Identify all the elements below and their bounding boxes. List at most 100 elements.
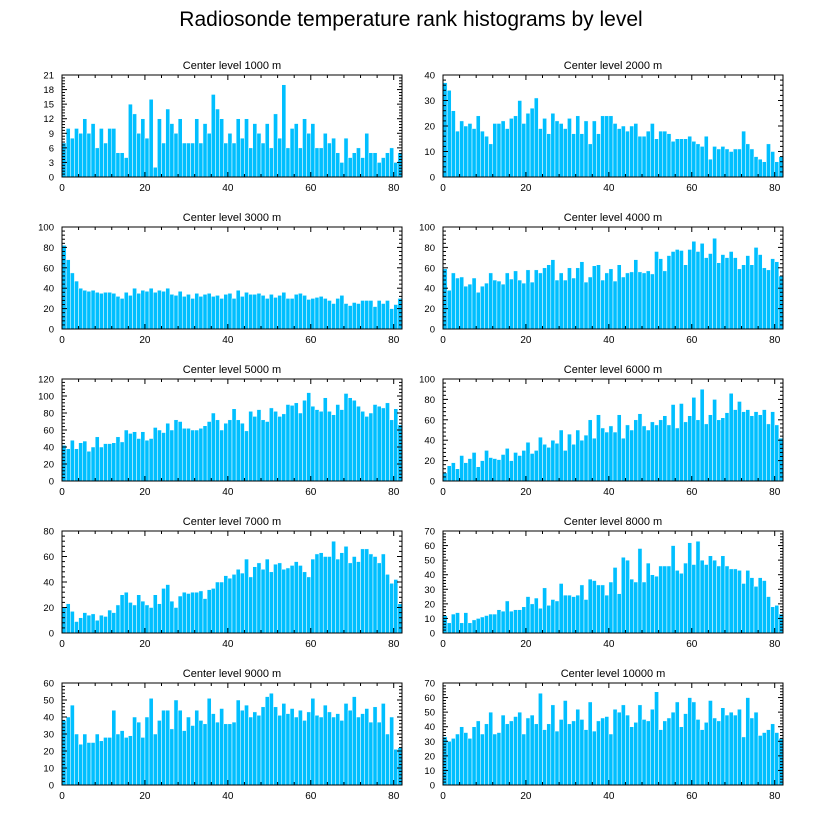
histogram-bar	[463, 732, 469, 786]
histogram-bar	[99, 446, 104, 482]
histogram-bar	[327, 711, 332, 786]
histogram-bar	[679, 403, 684, 482]
histogram-bar	[376, 300, 382, 330]
histogram-bar	[616, 414, 622, 482]
histogram-bar	[215, 721, 220, 786]
histogram-bar	[90, 446, 96, 482]
histogram-bar	[741, 264, 746, 330]
histogram-bar	[774, 424, 780, 482]
histogram-bar	[774, 605, 780, 634]
histogram-bar	[372, 152, 378, 178]
histogram-bar	[123, 591, 129, 634]
histogram-bar	[575, 594, 581, 634]
histogram-bar	[327, 411, 332, 482]
histogram-bar	[621, 125, 626, 178]
histogram-bar	[107, 128, 113, 178]
histogram-bar	[248, 147, 253, 178]
plot-frame	[442, 226, 784, 330]
histogram-bar	[716, 148, 722, 178]
histogram-bar	[770, 411, 775, 482]
histogram-bar	[608, 733, 614, 786]
histogram-bar	[335, 558, 341, 634]
x-tick-label: 80	[769, 639, 781, 650]
histogram-bar	[223, 142, 229, 178]
histogram-bar	[74, 733, 79, 786]
histogram-bar	[223, 422, 229, 482]
histogram-bar	[604, 272, 610, 330]
histogram-bar	[381, 303, 386, 330]
histogram-panel: Center level 2000 m 0 20 40 60 80 0 10 20 30 40	[424, 60, 784, 194]
histogram-bar	[459, 455, 464, 482]
histogram-bar	[757, 577, 763, 634]
histogram-bar	[235, 289, 241, 330]
histogram-bar	[504, 448, 510, 482]
histogram-bar	[215, 419, 220, 482]
histogram-bar	[198, 296, 204, 330]
histogram-bar	[248, 716, 253, 786]
y-tick-label: 50	[424, 708, 435, 719]
histogram-bar	[475, 618, 481, 634]
histogram-bar	[123, 429, 129, 482]
x-tick-label: 40	[222, 335, 234, 346]
histogram-bar	[670, 711, 676, 786]
panel-title: Center level 7000 m	[183, 516, 281, 528]
histogram-bar	[762, 409, 767, 482]
histogram-bar	[592, 437, 597, 482]
histogram-bar	[749, 717, 755, 786]
histogram-bar	[231, 721, 237, 786]
histogram-bar	[621, 556, 626, 634]
histogram-bar	[621, 437, 626, 482]
histogram-bar	[269, 692, 274, 786]
histogram-bar	[674, 138, 680, 178]
histogram-bar	[550, 259, 556, 330]
histogram-bar	[451, 272, 456, 330]
histogram-bar	[368, 412, 374, 482]
histogram-bar	[596, 584, 601, 634]
histogram-bar	[161, 432, 166, 482]
histogram-bar	[140, 600, 146, 634]
histogram-bar	[351, 400, 357, 482]
histogram-bar	[484, 135, 489, 178]
histogram-bar	[517, 279, 523, 330]
x-tick-label: 60	[686, 487, 698, 498]
histogram-bar	[219, 708, 224, 786]
histogram-bar	[670, 141, 676, 178]
histogram-bar	[766, 269, 771, 330]
histogram-bar	[181, 730, 187, 786]
histogram-bar	[314, 409, 320, 482]
histogram-bar	[699, 146, 705, 178]
histogram-bar	[683, 421, 688, 482]
histogram-bar	[111, 293, 117, 330]
histogram-bar	[666, 717, 672, 786]
x-tick-label: 60	[305, 487, 317, 498]
histogram-bar	[521, 733, 527, 786]
histogram-bar	[641, 272, 647, 330]
histogram-bar	[339, 720, 345, 786]
histogram-bar	[132, 431, 137, 482]
x-tick-label: 40	[603, 335, 615, 346]
histogram-panel: Center level 3000 m 0 20 40 60 80 0 20 40 60 80 100	[38, 212, 403, 346]
histogram-bar	[177, 118, 183, 178]
histogram-bar	[475, 720, 481, 786]
histogram-bar	[467, 283, 473, 330]
histogram-bar	[753, 411, 759, 482]
histogram-bar	[471, 452, 477, 482]
y-tick-label: 10	[424, 147, 435, 158]
histogram-bar	[720, 555, 726, 634]
histogram-bar	[455, 468, 460, 482]
histogram-bar	[666, 424, 672, 482]
y-tick-label: 80	[43, 243, 54, 254]
histogram-bar	[554, 600, 560, 634]
histogram-bar	[521, 450, 527, 482]
histogram-bar	[356, 405, 361, 482]
histogram-bar	[339, 162, 345, 178]
x-tick-label: 20	[520, 639, 532, 650]
histogram-bar	[86, 742, 92, 786]
histogram-bar	[546, 447, 552, 482]
histogram-bar	[687, 415, 693, 482]
histogram-bar	[550, 704, 556, 786]
histogram-bar	[132, 113, 137, 178]
y-tick-label: 60	[43, 552, 54, 563]
histogram-bar	[471, 726, 477, 786]
